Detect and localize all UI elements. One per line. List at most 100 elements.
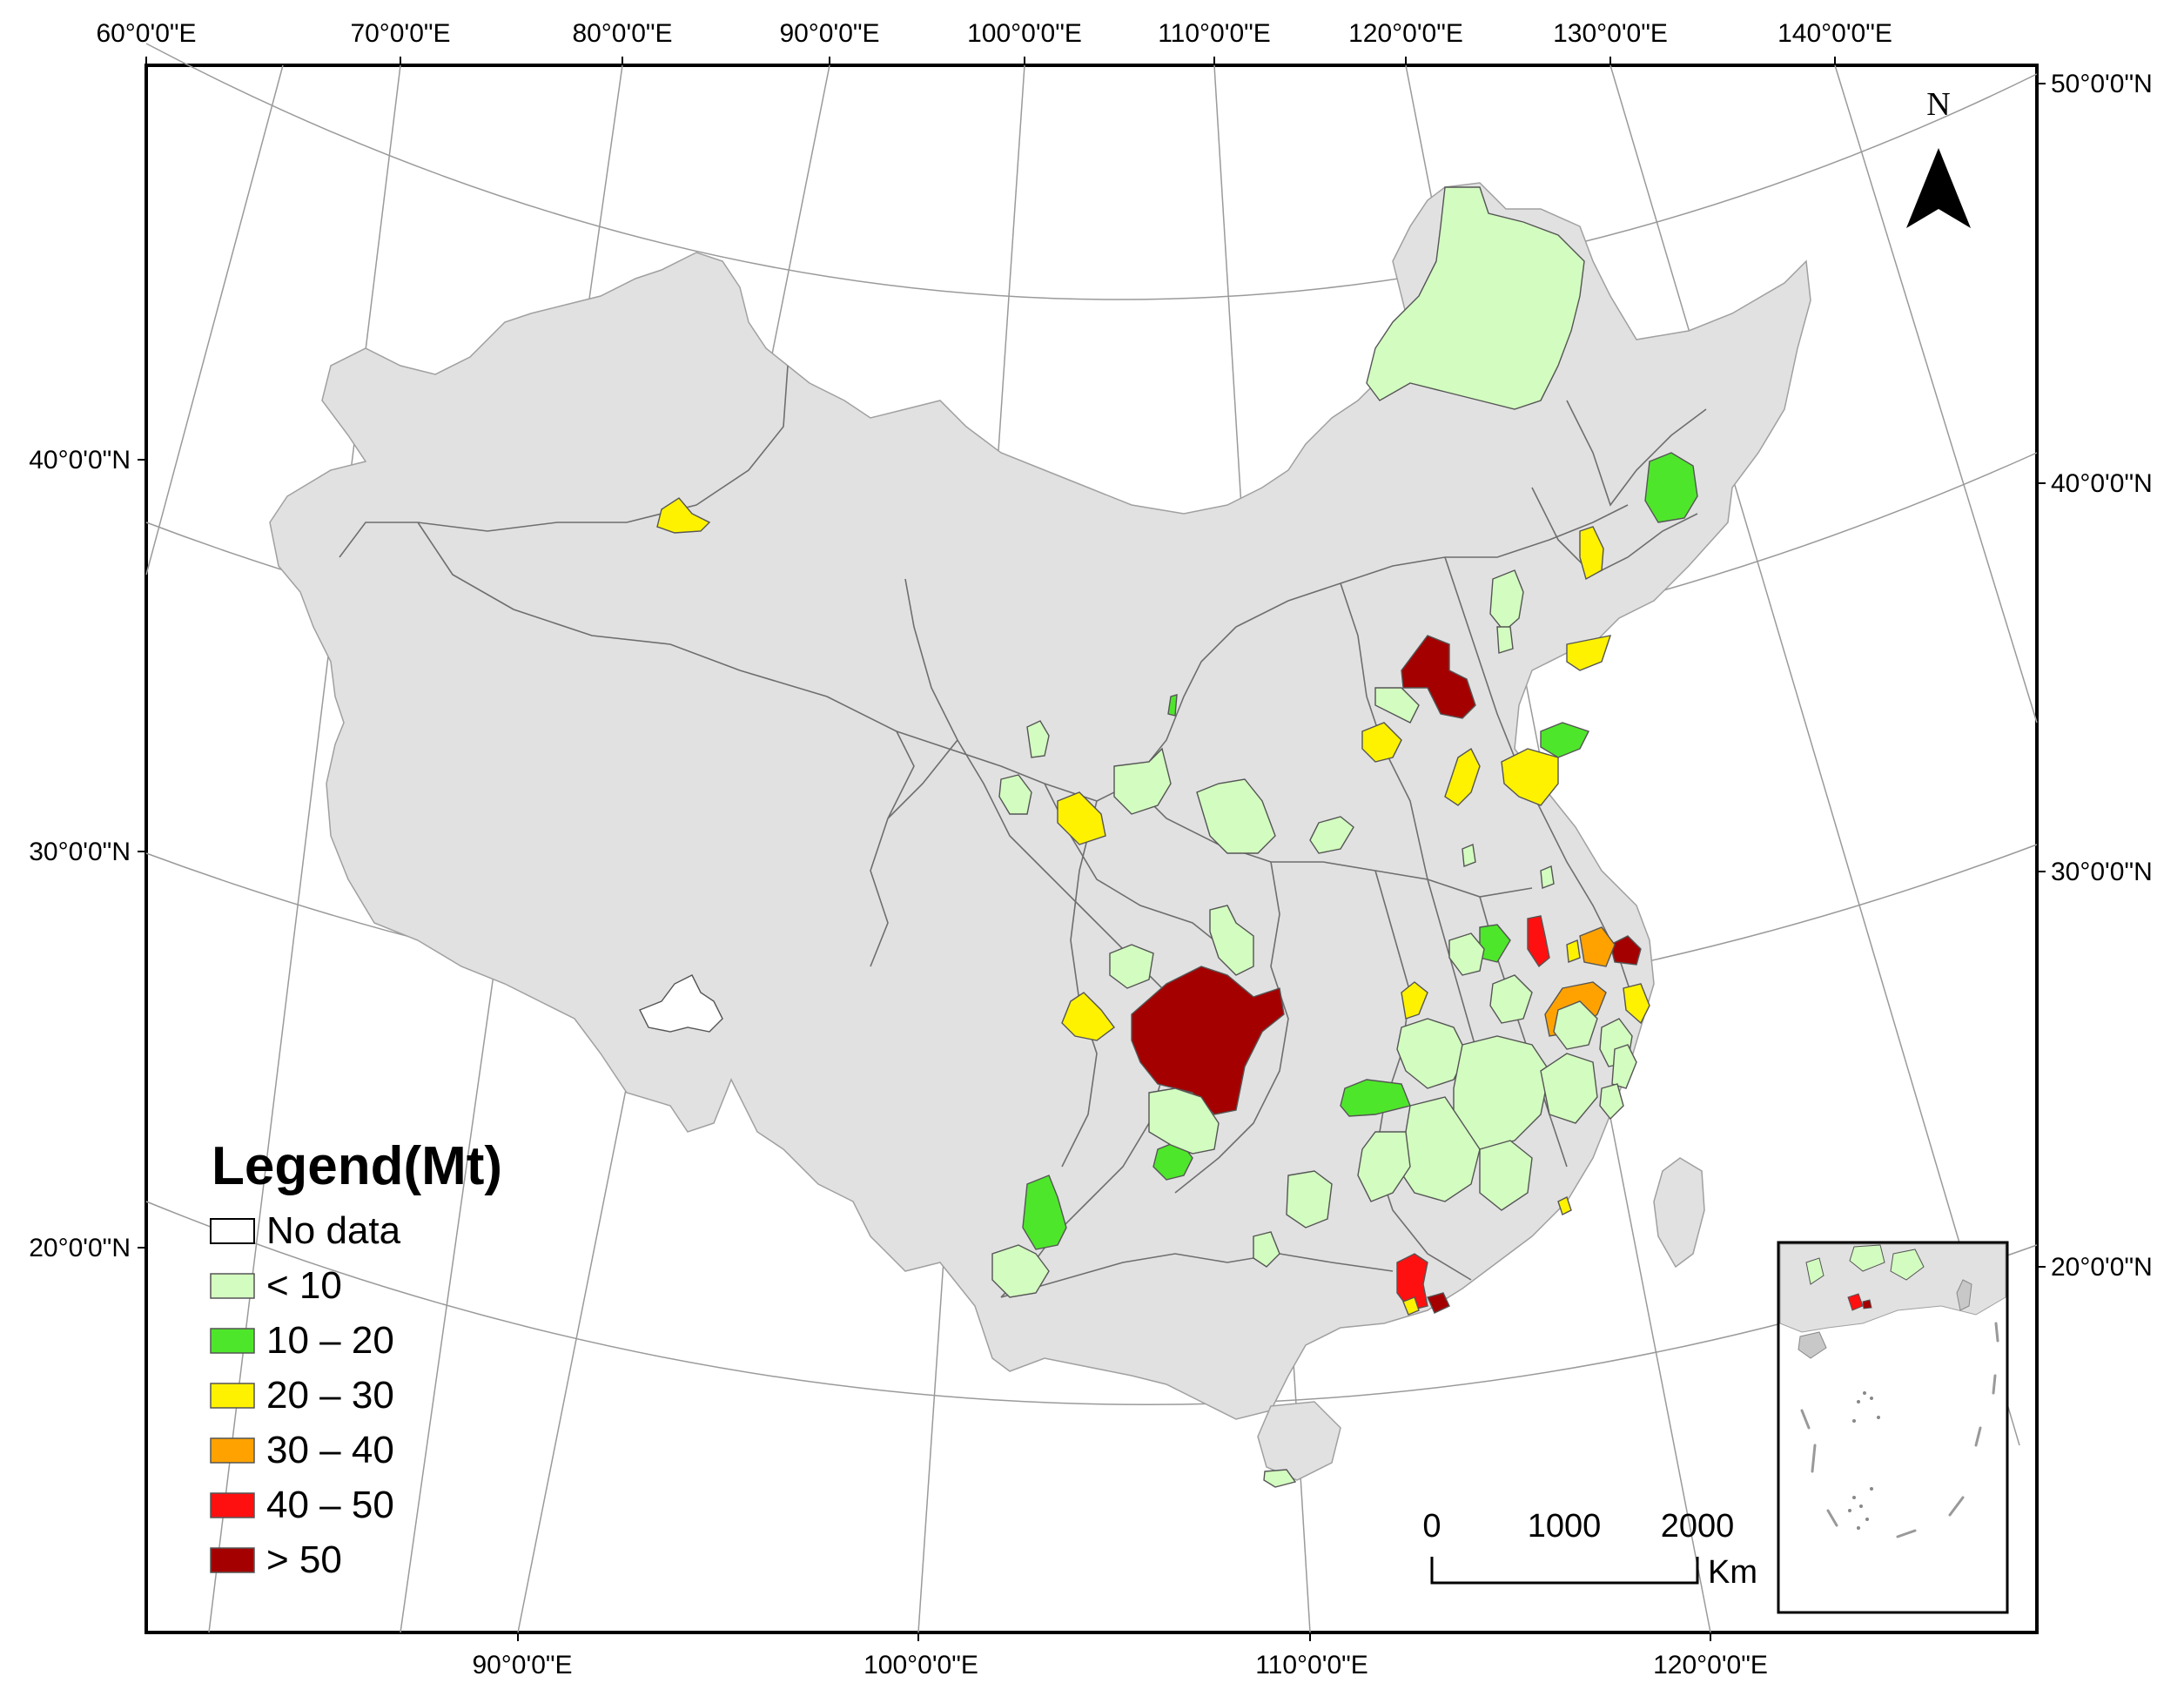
region-gt50 [1609, 935, 1642, 966]
region-lt10 [1479, 1140, 1533, 1211]
legend-swatch-20-30 [210, 1383, 255, 1409]
region-gt50 [1401, 635, 1476, 719]
north-label: N [1926, 86, 1950, 123]
legend-label: > 50 [266, 1538, 342, 1581]
region-10-20 [1644, 452, 1698, 523]
region-lt10 [1553, 1000, 1598, 1050]
legend-swatch-40-50 [210, 1492, 255, 1518]
scale-unit: Km [1708, 1554, 1757, 1591]
region-30-40 [1579, 926, 1616, 967]
scale-tick-label: 1000 [1528, 1508, 1602, 1545]
top-axis-label: 130°0'0"E [1553, 19, 1668, 48]
legend: Legend(Mt) No data < 10 10 – 20 20 – 30 … [210, 1136, 502, 1581]
region-lt10 [1611, 1044, 1637, 1089]
bottom-axis-label: 120°0'0"E [1653, 1651, 1768, 1679]
region-lt10 [1109, 944, 1154, 989]
region-lt10 [1496, 626, 1514, 654]
region-lt10 [1540, 1053, 1598, 1124]
region-lt10 [1489, 974, 1533, 1024]
right-axis-label: 30°0'0"N [2051, 858, 2153, 886]
region-lt10 [1599, 1083, 1624, 1121]
north-arrow-icon [1906, 148, 1971, 228]
region-20-30 [1623, 983, 1650, 1025]
legend-swatch-gt50 [210, 1547, 255, 1573]
left-axis-label: 30°0'0"N [29, 838, 131, 866]
left-axis-labels: 40°0'0"N 30°0'0"N 20°0'0"N [29, 446, 131, 1262]
right-axis-label: 40°0'0"N [2051, 469, 2153, 498]
region-40-50 [1396, 1253, 1428, 1311]
region-10-20 [1022, 1175, 1067, 1250]
region-gt50 [1427, 1292, 1450, 1314]
region-20-30 [1361, 722, 1402, 763]
bottom-axis-label: 100°0'0"E [864, 1651, 978, 1679]
top-axis-label: 70°0'0"E [350, 19, 450, 48]
region-lt10 [1263, 1469, 1297, 1488]
region-lt10 [1286, 1170, 1333, 1228]
region-lt10 [1113, 747, 1172, 815]
region-lt10 [1540, 865, 1555, 889]
top-axis-label: 100°0'0"E [967, 19, 1082, 48]
region-no-data [639, 974, 723, 1033]
region-20-30 [656, 497, 711, 534]
region-20-30 [1501, 748, 1559, 806]
choropleth-regions [656, 186, 1698, 1488]
region-10-20 [1340, 1079, 1411, 1117]
right-axis-label: 20°0'0"N [2051, 1253, 2153, 1282]
region-20-30 [1057, 791, 1106, 845]
region-lt10 [1366, 186, 1585, 410]
top-axis-label: 80°0'0"E [572, 19, 672, 48]
legend-label: 10 – 20 [266, 1319, 394, 1362]
region-20-30 [1402, 1296, 1420, 1316]
region-lt10 [1026, 720, 1050, 758]
legend-label: 20 – 30 [266, 1374, 394, 1417]
right-axis-label: 50°0'0"N [2051, 70, 2153, 98]
frame-ticks [138, 57, 2046, 1641]
legend-title: Legend(Mt) [212, 1136, 502, 1196]
region-lt10 [1489, 569, 1524, 633]
scale-tick-label: 2000 [1661, 1508, 1735, 1545]
left-axis-label: 40°0'0"N [29, 446, 131, 475]
region-lt10 [991, 1244, 1050, 1298]
region-lt10 [1396, 1018, 1468, 1089]
region-20-30 [1579, 526, 1604, 581]
region-lt10 [1357, 1131, 1411, 1202]
north-arrow: N [1906, 86, 1971, 228]
region-40-50 [1527, 915, 1550, 968]
top-axis-label: 60°0'0"E [96, 19, 196, 48]
bottom-axis-label: 110°0'0"E [1255, 1651, 1368, 1679]
region-lt10 [1253, 1231, 1280, 1268]
legend-label: 40 – 50 [266, 1484, 394, 1526]
legend-swatch-no-data [210, 1218, 255, 1244]
region-20-30 [1061, 992, 1115, 1041]
region-lt10 [1462, 844, 1476, 867]
region-10-20 [1167, 694, 1178, 717]
bottom-axis-labels: 90°0'0"E 100°0'0"E 110°0'0"E 120°0'0"E [472, 1651, 1767, 1679]
region-20-30 [1566, 635, 1612, 671]
region-20-30 [1401, 981, 1428, 1020]
region-20-30 [1566, 939, 1581, 963]
legend-swatch-lt10 [210, 1273, 255, 1299]
scale-bar: 0 1000 2000 Km [1422, 1508, 1757, 1591]
taiwan-island [1653, 1157, 1705, 1269]
region-20-30 [1444, 747, 1481, 806]
region-lt10 [1196, 778, 1276, 854]
right-axis-labels: 50°0'0"N 40°0'0"N 30°0'0"N 20°0'0"N [2051, 70, 2153, 1282]
top-axis-label: 90°0'0"E [779, 19, 879, 48]
scale-tick-label: 0 [1422, 1508, 1441, 1545]
hainan-island [1257, 1401, 1341, 1481]
top-axis-labels: 60°0'0"E 70°0'0"E 80°0'0"E 90°0'0"E 100°… [96, 19, 1892, 48]
region-10-20 [1540, 722, 1589, 758]
region-lt10 [998, 774, 1032, 815]
region-lt10 [1309, 816, 1354, 854]
top-axis-label: 140°0'0"E [1777, 19, 1892, 48]
region-lt10 [1448, 932, 1485, 976]
legend-label: < 10 [266, 1264, 342, 1307]
south-china-sea-inset [1777, 1241, 2009, 1614]
region-lt10 [1374, 687, 1420, 724]
region-lt10 [1209, 905, 1254, 976]
bottom-axis-label: 90°0'0"E [472, 1651, 572, 1679]
legend-label: 30 – 40 [266, 1429, 394, 1471]
region-gt50 [1131, 966, 1285, 1115]
region-20-30 [1557, 1196, 1572, 1215]
